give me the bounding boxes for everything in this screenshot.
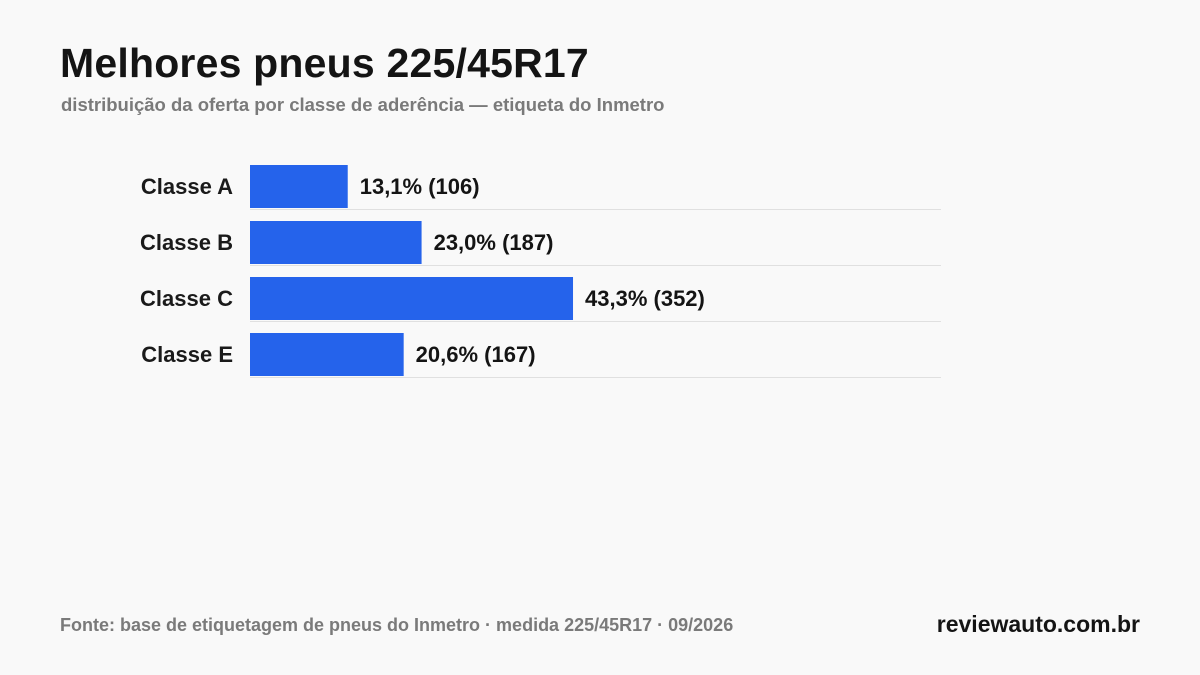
source-note: Fonte: base de etiquetagem de pneus do I… [60,615,734,635]
value-label: 23,0% (187) [434,230,554,255]
chart-title: Melhores pneus 225/45R17 [60,40,589,86]
category-label: Classe E [141,342,233,367]
category-label: Classe B [140,230,233,255]
value-label: 13,1% (106) [360,174,480,199]
category-label: Classe A [141,174,233,199]
brand-logo-text: reviewauto.com.br [936,611,1140,637]
bar-classe-e [250,333,404,376]
bar-classe-a [250,165,348,208]
value-label: 43,3% (352) [585,286,705,311]
value-label: 20,6% (167) [416,342,536,367]
bar-classe-c [250,277,574,320]
bar-chart: Classe A 13,1% (106) Classe B 23,0% (187) Cl… [140,165,941,378]
bar-classe-b [250,221,422,264]
chart-subtitle: distribuição da oferta por classe de ade… [61,94,665,115]
category-label: Classe C [140,286,233,311]
